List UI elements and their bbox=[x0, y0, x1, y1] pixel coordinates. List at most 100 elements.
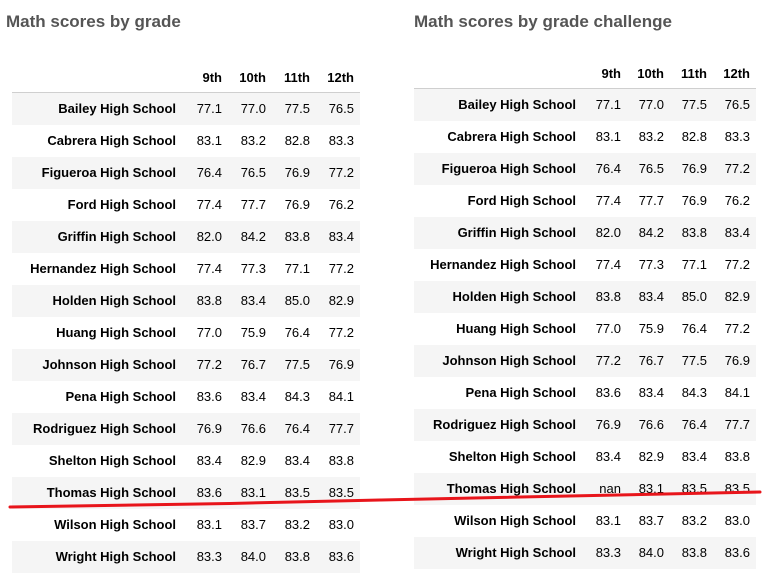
column-header: 11th bbox=[680, 65, 707, 81]
score-cell: 77.7 bbox=[328, 421, 354, 436]
school-name: Pena High School bbox=[465, 385, 576, 400]
score-cell: 83.4 bbox=[196, 453, 222, 468]
score-cell: 75.9 bbox=[638, 321, 664, 336]
score-cell: 83.1 bbox=[595, 513, 621, 528]
score-cell: 76.7 bbox=[240, 357, 266, 372]
column-header: 10th bbox=[239, 69, 266, 85]
score-cell: 83.6 bbox=[196, 485, 222, 500]
school-name: Figueroa High School bbox=[441, 161, 576, 176]
score-cell: 83.0 bbox=[724, 513, 750, 528]
score-cell: 83.8 bbox=[681, 545, 707, 560]
score-cell: 83.1 bbox=[595, 129, 621, 144]
table-row: Wright High School 83.3 84.0 83.8 83.6 bbox=[12, 540, 360, 573]
score-cell: nan bbox=[599, 481, 621, 496]
school-name: Holden High School bbox=[52, 293, 177, 308]
table-row: Rodriguez High School 76.9 76.6 76.4 77.7 bbox=[414, 408, 756, 441]
column-header: 11th bbox=[283, 69, 310, 85]
score-cell: 83.1 bbox=[196, 133, 222, 148]
table-row: Huang High School 77.0 75.9 76.4 77.2 bbox=[414, 313, 756, 345]
school-name: Johnson High School bbox=[442, 353, 576, 368]
score-cell: 77.2 bbox=[724, 257, 750, 272]
score-cell: 77.0 bbox=[638, 97, 664, 113]
score-cell: 76.9 bbox=[284, 197, 310, 212]
school-name: Rodriguez High School bbox=[33, 421, 176, 436]
corner-cell bbox=[12, 62, 184, 93]
table-row: Ford High School 77.4 77.7 76.9 76.2 bbox=[414, 185, 756, 217]
score-cell: 84.1 bbox=[328, 389, 354, 404]
school-name: Bailey High School bbox=[458, 97, 576, 113]
left-title: Math scores by grade bbox=[6, 12, 181, 31]
score-cell: 77.7 bbox=[240, 197, 266, 212]
corner-cell bbox=[414, 58, 584, 89]
right-title: Math scores by grade challenge bbox=[414, 12, 672, 31]
score-cell: 83.3 bbox=[196, 549, 222, 564]
score-cell: 83.5 bbox=[681, 481, 707, 496]
table-row: Wilson High School 83.1 83.7 83.2 83.0 bbox=[414, 505, 756, 537]
score-cell: 76.4 bbox=[681, 321, 707, 336]
score-cell: 77.1 bbox=[196, 101, 222, 117]
header-row: 9th 10th 11th 12th bbox=[12, 62, 360, 93]
score-cell: 85.0 bbox=[681, 289, 707, 304]
score-cell: 84.3 bbox=[681, 385, 707, 400]
score-cell: 83.2 bbox=[284, 517, 310, 532]
school-name: Holden High School bbox=[452, 289, 577, 304]
score-cell: 77.2 bbox=[724, 321, 750, 336]
score-cell: 83.7 bbox=[638, 513, 664, 528]
score-cell: 83.3 bbox=[328, 133, 354, 148]
school-name: Thomas High School bbox=[46, 485, 176, 500]
school-name: Hernandez High School bbox=[430, 257, 576, 272]
score-cell: 77.0 bbox=[196, 325, 222, 340]
score-cell: 83.2 bbox=[240, 133, 266, 148]
score-cell: 76.5 bbox=[240, 165, 266, 180]
school-name: Thomas High School bbox=[446, 481, 576, 496]
score-cell: 76.4 bbox=[681, 417, 707, 432]
header-row: 9th 10th 11th 12th bbox=[414, 58, 756, 89]
score-cell: 83.4 bbox=[240, 293, 266, 308]
score-cell: 83.4 bbox=[595, 449, 621, 464]
score-cell: 83.3 bbox=[595, 545, 621, 560]
score-cell: 75.9 bbox=[240, 325, 266, 340]
left-table-body: Bailey High School 77.1 77.0 77.5 76.5 Cabrer… bbox=[12, 92, 360, 573]
school-name: Cabrera High School bbox=[47, 133, 176, 148]
score-cell: 76.2 bbox=[724, 193, 750, 208]
table-row: Wright High School 83.3 84.0 83.8 83.6 bbox=[414, 536, 756, 569]
score-cell: 82.9 bbox=[724, 289, 750, 304]
table-row: Cabrera High School 83.1 83.2 82.8 83.3 bbox=[414, 121, 756, 153]
score-cell: 76.9 bbox=[284, 165, 310, 180]
table-row: Bailey High School 77.1 77.0 77.5 76.5 bbox=[414, 88, 756, 121]
table-row: Cabrera High School 83.1 83.2 82.8 83.3 bbox=[12, 125, 360, 157]
school-name: Wilson High School bbox=[54, 517, 176, 532]
school-name: Figueroa High School bbox=[41, 165, 176, 180]
table-row: Figueroa High School 76.4 76.5 76.9 77.2 bbox=[12, 156, 360, 189]
table-row: Thomas High School nan 83.1 83.5 83.5 bbox=[414, 472, 756, 505]
score-cell: 77.7 bbox=[638, 193, 664, 208]
table-row: Thomas High School 83.6 83.1 83.5 83.5 bbox=[12, 476, 360, 509]
score-cell: 83.3 bbox=[724, 129, 750, 144]
score-cell: 83.4 bbox=[681, 449, 707, 464]
score-cell: 77.2 bbox=[328, 261, 354, 276]
score-cell: 84.2 bbox=[240, 229, 266, 244]
left-table: 9th 10th 11th 12th Bailey High School 77.… bbox=[12, 62, 360, 573]
score-cell: 83.8 bbox=[595, 289, 621, 304]
table-row: Hernandez High School 77.4 77.3 77.1 77.2 bbox=[414, 249, 756, 281]
score-cell: 77.2 bbox=[595, 353, 621, 368]
school-name: Wilson High School bbox=[454, 513, 576, 528]
table-row: Shelton High School 83.4 82.9 83.4 83.8 bbox=[414, 441, 756, 473]
school-name: Wright High School bbox=[55, 549, 176, 564]
school-name: Shelton High School bbox=[448, 449, 576, 464]
school-name: Bailey High School bbox=[58, 101, 176, 117]
table-row: Wilson High School 83.1 83.7 83.2 83.0 bbox=[12, 509, 360, 541]
score-cell: 84.0 bbox=[638, 545, 664, 560]
score-cell: 76.4 bbox=[196, 165, 222, 180]
school-name: Huang High School bbox=[56, 325, 176, 340]
score-cell: 83.2 bbox=[638, 129, 664, 144]
score-cell: 77.1 bbox=[284, 261, 310, 276]
score-cell: 84.3 bbox=[284, 389, 310, 404]
score-cell: 76.4 bbox=[595, 161, 621, 176]
right-table: 9th 10th 11th 12th Bailey High School 77.… bbox=[414, 58, 756, 569]
score-cell: 76.4 bbox=[284, 325, 310, 340]
table-row: Griffin High School 82.0 84.2 83.8 83.4 bbox=[12, 220, 360, 253]
table-row: Huang High School 77.0 75.9 76.4 77.2 bbox=[12, 317, 360, 349]
score-cell: 83.0 bbox=[328, 517, 354, 532]
score-cell: 83.1 bbox=[240, 485, 266, 500]
